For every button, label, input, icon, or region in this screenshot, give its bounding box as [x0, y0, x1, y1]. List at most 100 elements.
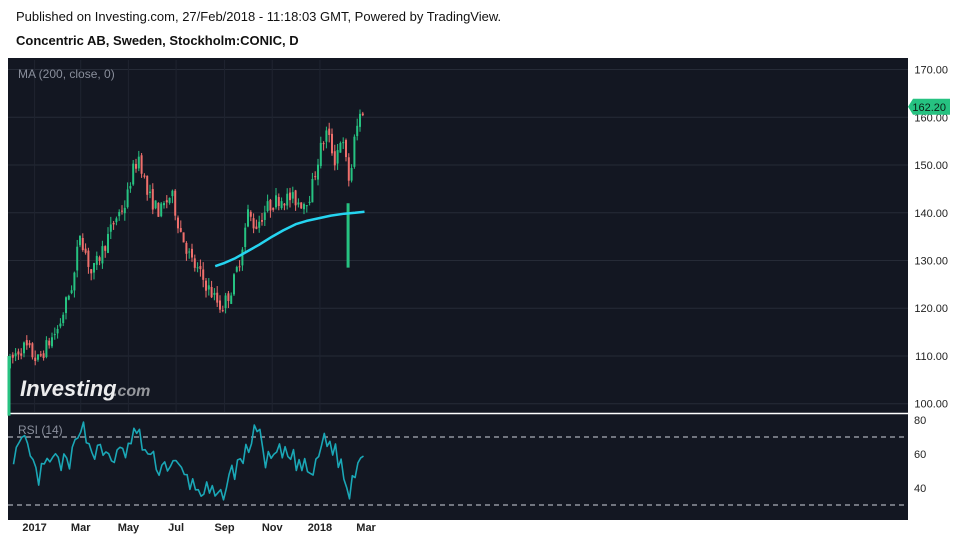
candle-up — [65, 297, 67, 314]
candle-down — [272, 207, 275, 210]
candle-up — [137, 156, 140, 169]
candle-up — [233, 274, 235, 295]
last-price-tag-label: 162.20 — [912, 102, 946, 114]
candle-down — [289, 192, 291, 201]
price-tick-label: 170.00 — [914, 65, 948, 77]
candle-up — [115, 218, 118, 223]
candle-down — [177, 217, 179, 229]
candle-down — [333, 151, 336, 166]
candle-up — [263, 212, 266, 220]
candle-up — [188, 251, 191, 253]
candle-up — [244, 227, 247, 248]
candle-up — [62, 314, 65, 324]
candle-up — [196, 267, 199, 269]
candle-down — [25, 340, 28, 346]
candle-up — [258, 221, 261, 228]
candle-up — [356, 125, 359, 137]
candle-down — [347, 157, 350, 181]
candle-down — [104, 246, 107, 251]
candle-down — [249, 211, 252, 217]
rsi-grid — [8, 436, 908, 506]
ma200-line — [214, 210, 365, 268]
candle-up — [224, 295, 227, 309]
last-price-tag-shape — [908, 98, 950, 115]
candle-up — [303, 204, 305, 210]
candle-up — [319, 142, 322, 167]
candle-up — [163, 203, 165, 206]
candle-down — [331, 133, 333, 154]
candle-up — [109, 224, 112, 232]
candle-down — [283, 203, 286, 206]
price-tick-label: 160.00 — [914, 112, 948, 124]
candle-up — [207, 285, 210, 290]
candle-up — [286, 193, 289, 206]
rsi-line-group — [12, 421, 364, 501]
candle-down — [143, 175, 146, 177]
candle-up — [266, 201, 269, 212]
candle-down — [238, 266, 241, 268]
candle-down — [314, 176, 317, 178]
candle-down — [20, 353, 23, 356]
candle-up — [241, 249, 244, 266]
candle-down — [81, 237, 84, 251]
price-tick-label: 130.00 — [914, 256, 948, 268]
time-tick-label: Nov — [262, 522, 284, 534]
candle-down — [84, 248, 87, 253]
candle-up — [70, 290, 73, 294]
candle-down — [182, 232, 185, 243]
candle-up — [160, 203, 163, 217]
candle-up — [213, 292, 216, 295]
candle-down — [252, 218, 255, 229]
candle-up — [132, 163, 135, 185]
candle-down — [191, 248, 193, 258]
candle-up — [53, 334, 56, 336]
candle-up — [14, 353, 17, 357]
candle-up — [51, 337, 53, 347]
watermark-suffix: .com — [113, 383, 150, 400]
candle-up — [235, 267, 238, 272]
rsi-pane-bg — [8, 414, 908, 520]
candle-down — [210, 286, 213, 298]
candle-up — [353, 136, 356, 167]
last-price-tag: 162.20 — [908, 98, 950, 115]
candle-down — [328, 128, 331, 135]
candle-down — [193, 258, 196, 268]
candle-down — [345, 140, 347, 158]
candle-up — [342, 142, 345, 144]
price-pane-bg — [8, 58, 908, 413]
candle-up — [23, 342, 25, 354]
time-tick-label: Jul — [168, 522, 184, 534]
time-tick-label: 2018 — [308, 522, 332, 534]
candle-up — [79, 235, 81, 246]
candle-down — [98, 257, 101, 261]
candle-down — [202, 269, 205, 280]
candle-down — [185, 242, 188, 254]
price-tick-label: 150.00 — [914, 160, 948, 172]
candle-down — [90, 269, 93, 274]
ma-line-group — [214, 210, 365, 268]
price-tick-label: 100.00 — [914, 399, 948, 411]
price-tick-label: 120.00 — [914, 303, 948, 315]
rsi-indicator-label: RSI (14) — [18, 423, 63, 437]
price-grid — [8, 60, 908, 412]
candle-up — [129, 186, 132, 189]
candle-down — [112, 222, 115, 225]
price-axis: 170.00 160.00 150.00 140.00 130.00 120.00 110.… — [914, 65, 948, 411]
time-tick-label: Mar — [356, 522, 376, 534]
candle-up — [359, 113, 361, 127]
candle-up — [291, 192, 294, 199]
candle-up — [305, 205, 308, 207]
candle-down — [216, 292, 219, 303]
time-tick-label: May — [118, 522, 140, 534]
candle-down — [269, 199, 272, 211]
candle-down — [17, 351, 20, 355]
candle-up — [56, 328, 59, 334]
rsi-tick-label: 80 — [914, 415, 926, 427]
candle-down — [39, 354, 42, 356]
candle-up — [118, 211, 121, 217]
candle-up — [297, 202, 300, 205]
rsi-tick-label: 60 — [914, 449, 926, 461]
candle-down — [42, 353, 45, 358]
